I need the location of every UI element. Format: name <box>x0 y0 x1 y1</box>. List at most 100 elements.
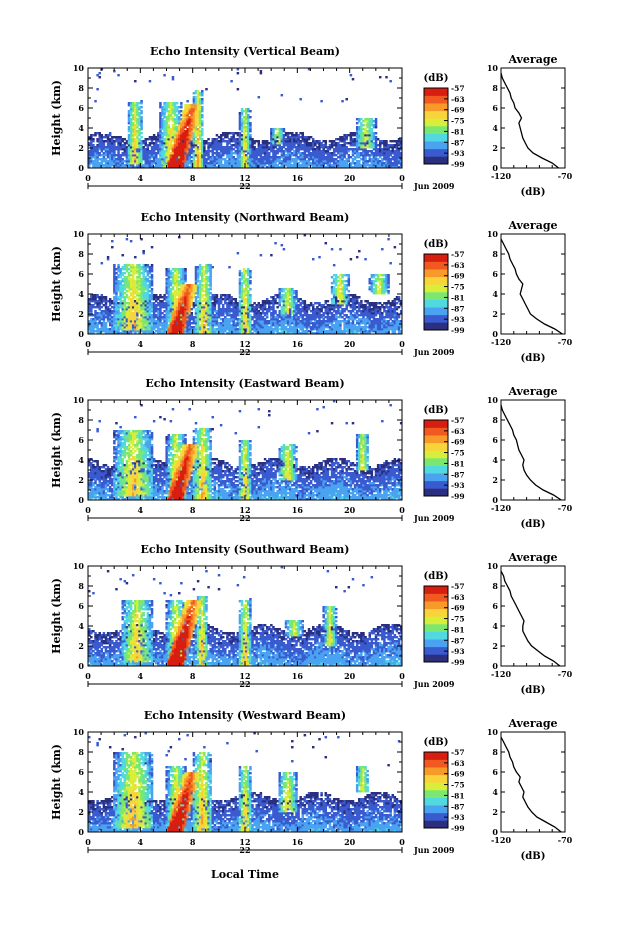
heatmap-cell <box>142 150 145 153</box>
heatmap-cell <box>198 98 202 101</box>
heatmap-cell <box>186 108 189 111</box>
y-tick-label: 0 <box>78 163 84 173</box>
heatmap-cell <box>140 100 143 103</box>
heatmap-cell <box>138 122 141 125</box>
heatmap-cell <box>165 126 168 129</box>
heatmap-cell <box>245 166 248 169</box>
heatmap-cell <box>238 120 242 123</box>
heatmap-cell <box>178 118 181 121</box>
heatmap-cell <box>270 136 273 139</box>
heatmap-cell <box>136 144 139 147</box>
heatmap-cell <box>184 162 187 165</box>
heatmap-cell <box>159 132 162 135</box>
heatmap-cell <box>240 134 244 137</box>
heatmap-cell <box>245 138 248 141</box>
heatmap-cell <box>119 160 122 163</box>
heatmap-cell <box>171 108 175 111</box>
heatmap-cell <box>274 160 277 163</box>
heatmap-cell <box>182 162 185 165</box>
heatmap-cell <box>113 154 116 157</box>
colorbar-segment <box>424 126 448 134</box>
heatmap-cell <box>247 132 250 135</box>
heatmap-cell <box>186 100 189 103</box>
heatmap-cell <box>165 120 168 123</box>
heatmap-cell <box>111 136 114 139</box>
heatmap-cell <box>219 166 223 169</box>
heatmap-cell <box>165 124 168 127</box>
heatmap-cell <box>182 126 185 129</box>
heatmap-cell <box>167 138 171 141</box>
heatmap-cell <box>115 146 118 149</box>
heatmap-cell <box>175 160 179 163</box>
heatmap-cell <box>129 158 133 161</box>
heatmap-cell <box>140 158 143 161</box>
heatmap-cell <box>106 134 110 137</box>
heatmap-cell <box>129 108 133 111</box>
heatmap-cell <box>106 150 110 153</box>
heatmap-cell <box>136 138 139 141</box>
heatmap-cell <box>265 140 269 143</box>
heatmap-cell <box>98 162 101 165</box>
heatmap-cell <box>163 160 166 163</box>
y-tick-label: 8 <box>78 83 84 93</box>
heatmap-cell <box>150 274 154 277</box>
heatmap-cell <box>148 144 152 147</box>
heatmap-cell <box>129 144 133 147</box>
heatmap-cell <box>98 154 101 157</box>
heatmap-cell <box>224 146 227 149</box>
heatmap-cell <box>90 138 93 141</box>
heatmap-cell <box>201 90 204 93</box>
heatmap-cell <box>171 134 175 137</box>
heatmap-cell <box>102 146 106 149</box>
heatmap-cell <box>182 150 185 153</box>
heatmap-cell <box>255 150 258 153</box>
heatmap-cell <box>136 146 139 149</box>
heatmap-cell <box>119 166 122 169</box>
heatmap-cell <box>159 126 162 129</box>
heatmap-cell <box>180 122 183 125</box>
heatmap-cell <box>249 138 252 141</box>
heatmap-cell <box>140 132 143 135</box>
heatmap-cell <box>167 132 171 135</box>
heatmap-cell <box>209 160 212 163</box>
heatmap-cell <box>159 160 162 163</box>
heatmap-cell <box>144 158 148 161</box>
heatmap-cell <box>194 160 198 163</box>
heatmap-cell <box>129 102 133 105</box>
heatmap-cell <box>90 152 93 155</box>
heatmap-cell <box>134 158 137 161</box>
heatmap-cell <box>138 144 141 147</box>
heatmap-cell <box>119 148 122 151</box>
heatmap-cell <box>129 112 133 115</box>
heatmap-cell <box>129 128 133 131</box>
heatmap-cell <box>188 140 191 143</box>
heatmap-cell <box>136 162 139 165</box>
heatmap-cell <box>129 142 133 145</box>
heatmap-cell <box>140 128 143 131</box>
heatmap-cell <box>263 162 267 165</box>
heatmap-cell <box>104 166 108 169</box>
heatmap-cell <box>228 142 231 145</box>
heatmap-cell <box>186 104 189 107</box>
heatmap-cell <box>196 152 200 155</box>
heatmap-cell <box>161 112 164 115</box>
heatmap-cell <box>150 164 154 167</box>
heatmap-cell <box>245 126 248 129</box>
heatmap-cell <box>196 96 200 99</box>
heatmap-cell <box>194 136 198 139</box>
heatmap-cell <box>119 146 122 149</box>
heatmap-cell <box>108 152 112 155</box>
heatmap-cell <box>169 166 173 169</box>
heatmap-cell <box>111 138 114 141</box>
heatmap-cell <box>163 130 166 133</box>
heatmap-cell <box>136 130 139 133</box>
heatmap-cell <box>230 158 233 161</box>
heatmap-cell <box>123 154 127 157</box>
heatmap-cell <box>215 148 219 151</box>
heatmap-cell <box>134 138 137 141</box>
heatmap-cell <box>188 124 191 127</box>
heatmap-cell <box>272 154 275 157</box>
heatmap-cell <box>201 138 204 141</box>
heatmap-cell <box>131 152 135 155</box>
heatmap-cell <box>129 136 133 139</box>
